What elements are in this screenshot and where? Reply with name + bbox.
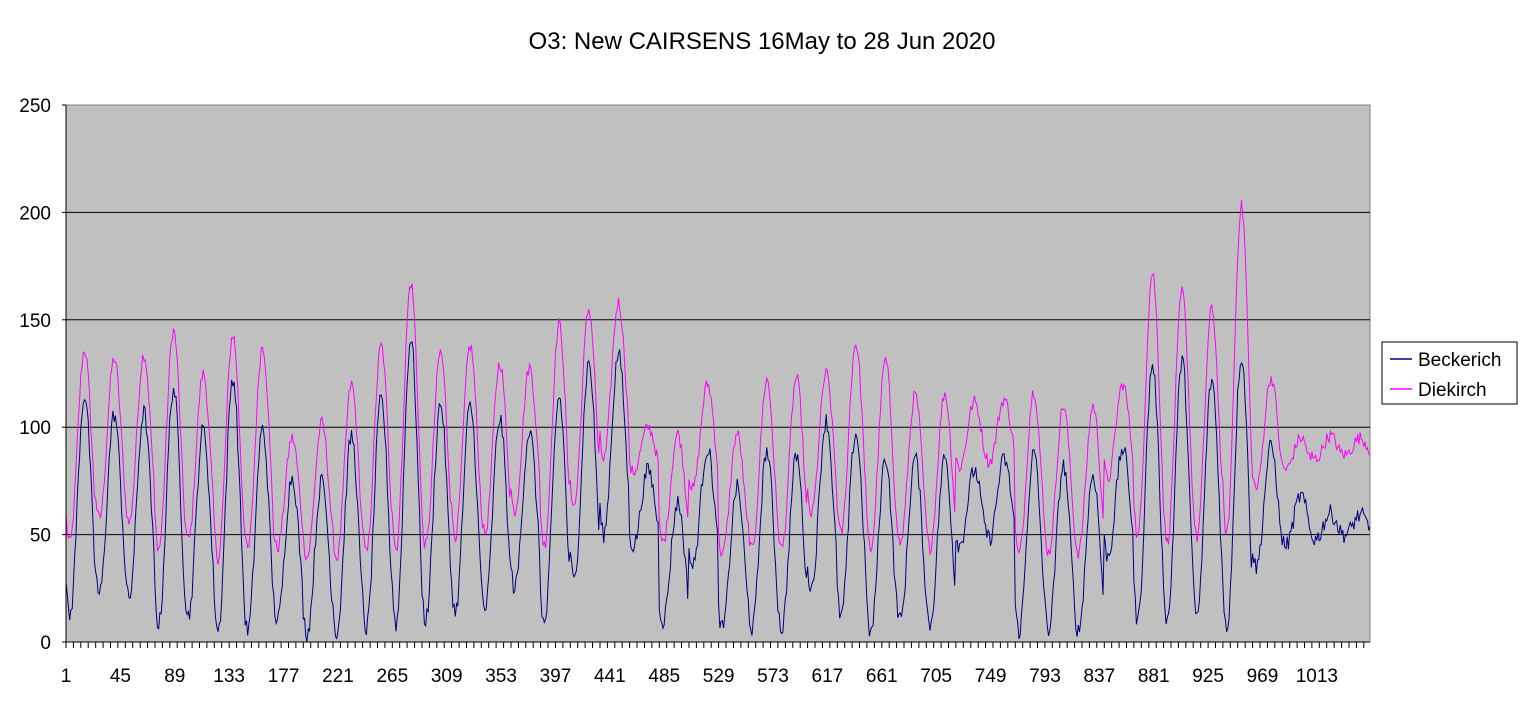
x-tick-label: 133 — [213, 666, 245, 687]
legend-label-beckerich: Beckerich — [1418, 350, 1501, 371]
y-tick-label: 0 — [40, 633, 51, 654]
x-tick-label: 353 — [485, 666, 517, 687]
x-tick-label: 265 — [376, 666, 408, 687]
x-tick-label: 617 — [812, 666, 844, 687]
y-tick-label: 200 — [19, 203, 51, 224]
x-tick-label: 661 — [866, 666, 898, 687]
x-tick-label: 485 — [648, 666, 680, 687]
gridlines — [66, 211, 1370, 536]
legend: Beckerich Diekirch — [1381, 341, 1518, 405]
series-line-beckerich — [65, 340, 1371, 642]
x-tick-label: 925 — [1192, 666, 1224, 687]
legend-label-diekirch: Diekirch — [1418, 380, 1487, 401]
series-lines — [65, 199, 1371, 642]
y-tick-label: 150 — [19, 311, 51, 332]
y-tick-label: 250 — [19, 96, 51, 117]
y-tick-label: 100 — [19, 418, 51, 439]
y-tick-label: 50 — [30, 526, 51, 547]
x-tick-marks — [65, 642, 1365, 648]
x-tick-label: 1 — [61, 666, 72, 687]
chart-title: O3: New CAIRSENS 16May to 28 Jun 2020 — [529, 28, 996, 55]
x-tick-label: 529 — [703, 666, 735, 687]
x-tick-label: 837 — [1083, 666, 1115, 687]
x-tick-label: 705 — [920, 666, 952, 687]
x-tick-label: 177 — [268, 666, 300, 687]
x-tick-label: 441 — [594, 666, 626, 687]
x-tick-label: 1013 — [1296, 666, 1338, 687]
axes: 0 50 100 150 200 250 1 45 89 133 177 221 265 309 353 39… — [19, 96, 1370, 687]
x-tick-label: 45 — [110, 666, 131, 687]
x-tick-label: 749 — [975, 666, 1007, 687]
x-tick-label: 221 — [322, 666, 354, 687]
series-line-diekirch — [65, 199, 1371, 565]
x-tick-label: 309 — [431, 666, 463, 687]
x-tick-label: 573 — [757, 666, 789, 687]
x-tick-label: 397 — [540, 666, 572, 687]
x-tick-label: 89 — [164, 666, 185, 687]
x-tick-label: 793 — [1029, 666, 1061, 687]
x-tick-label: 881 — [1138, 666, 1170, 687]
x-tick-label: 969 — [1247, 666, 1279, 687]
legend-box — [1381, 341, 1518, 405]
